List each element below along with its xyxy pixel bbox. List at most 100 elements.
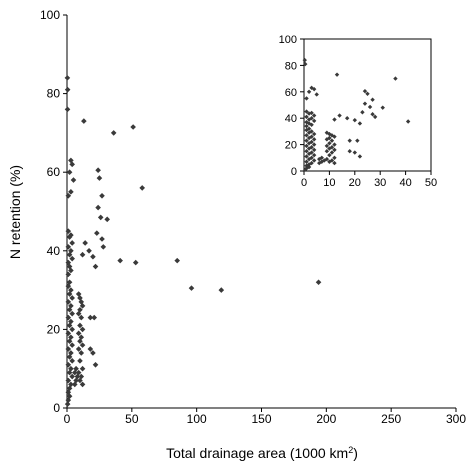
data-point bbox=[71, 381, 78, 388]
data-point bbox=[65, 361, 72, 368]
data-point bbox=[334, 72, 340, 77]
data-point bbox=[405, 119, 411, 124]
data-point bbox=[65, 283, 72, 289]
data-point bbox=[174, 257, 181, 264]
data-point bbox=[302, 57, 307, 63]
data-point bbox=[64, 75, 71, 81]
data-point bbox=[306, 141, 312, 146]
x-axis-label-superscript: 2 bbox=[348, 445, 353, 455]
data-point bbox=[73, 365, 79, 372]
data-point bbox=[304, 138, 309, 143]
data-point bbox=[69, 326, 75, 333]
data-point bbox=[87, 314, 94, 321]
data-point bbox=[65, 377, 72, 384]
data-point bbox=[65, 259, 72, 266]
data-point bbox=[357, 154, 363, 159]
data-point bbox=[95, 167, 101, 174]
data-point bbox=[327, 146, 332, 151]
data-point bbox=[322, 158, 327, 163]
data-point bbox=[78, 314, 85, 321]
data-point bbox=[306, 111, 312, 116]
data-point bbox=[347, 149, 352, 154]
data-point bbox=[332, 155, 337, 160]
data-point bbox=[65, 228, 72, 234]
data-point bbox=[65, 299, 72, 305]
y-tick-label: 80 bbox=[285, 60, 297, 72]
data-point bbox=[75, 330, 82, 337]
data-point bbox=[64, 106, 71, 113]
data-point bbox=[79, 251, 86, 258]
data-point bbox=[65, 397, 72, 403]
data-point bbox=[304, 154, 309, 159]
data-point bbox=[309, 122, 314, 127]
x-tick-label: 250 bbox=[381, 412, 401, 426]
data-point bbox=[327, 159, 332, 164]
data-point bbox=[66, 169, 73, 175]
data-point bbox=[90, 350, 96, 356]
data-point bbox=[352, 117, 357, 123]
data-point bbox=[327, 152, 332, 158]
data-point bbox=[79, 381, 86, 388]
data-point bbox=[306, 135, 312, 141]
data-point bbox=[332, 117, 337, 122]
data-point bbox=[71, 369, 78, 376]
x-tick-label: 50 bbox=[425, 177, 437, 189]
y-tick-label: 80 bbox=[47, 87, 61, 101]
data-point bbox=[79, 365, 86, 372]
data-point bbox=[355, 138, 360, 143]
data-point bbox=[324, 130, 330, 135]
data-point bbox=[352, 150, 357, 155]
data-point bbox=[92, 263, 99, 270]
data-point bbox=[360, 110, 365, 115]
data-point bbox=[68, 232, 74, 238]
data-point bbox=[66, 322, 73, 329]
x-tick-label: 40 bbox=[399, 177, 411, 189]
data-point bbox=[69, 310, 75, 317]
x-tick-label: 10 bbox=[323, 177, 335, 189]
y-axis-label: N retention (%) bbox=[7, 165, 23, 259]
data-point bbox=[306, 89, 312, 94]
data-point bbox=[362, 88, 368, 94]
data-point bbox=[75, 346, 82, 352]
data-point bbox=[311, 118, 317, 124]
data-point bbox=[66, 263, 73, 270]
y-tick-label: 60 bbox=[285, 87, 297, 99]
data-point bbox=[332, 160, 337, 166]
data-point bbox=[77, 338, 83, 344]
data-point bbox=[370, 112, 375, 117]
data-point bbox=[66, 354, 73, 360]
data-point bbox=[74, 373, 81, 380]
data-point bbox=[69, 373, 75, 380]
data-point bbox=[91, 314, 98, 321]
data-point bbox=[70, 177, 77, 183]
x-tick-label: 50 bbox=[125, 412, 139, 426]
data-point bbox=[304, 114, 309, 120]
data-point bbox=[319, 155, 324, 160]
data-point bbox=[66, 291, 73, 297]
data-point bbox=[99, 236, 105, 242]
data-point bbox=[303, 167, 308, 172]
data-point bbox=[370, 97, 375, 102]
data-point bbox=[66, 234, 73, 240]
data-point bbox=[306, 156, 312, 162]
data-point bbox=[311, 86, 317, 92]
data-point bbox=[329, 150, 335, 155]
data-point bbox=[304, 123, 309, 129]
y-tick-label: 0 bbox=[291, 166, 297, 178]
x-tick-label: 20 bbox=[349, 177, 361, 189]
data-point bbox=[347, 138, 352, 143]
data-point bbox=[188, 285, 195, 291]
data-point bbox=[79, 303, 86, 309]
inset-frame bbox=[303, 38, 432, 172]
data-point bbox=[92, 361, 99, 368]
data-point bbox=[100, 244, 107, 250]
data-point bbox=[130, 124, 136, 130]
x-tick-label: 150 bbox=[251, 412, 271, 426]
inset-ticks: 0 10 20 30 40 50 0 20 40 60 80 100 bbox=[279, 34, 437, 189]
data-point bbox=[64, 401, 71, 407]
x-tick-label: 0 bbox=[301, 177, 307, 189]
x-tick-label: 30 bbox=[374, 177, 386, 189]
data-point bbox=[329, 138, 335, 143]
